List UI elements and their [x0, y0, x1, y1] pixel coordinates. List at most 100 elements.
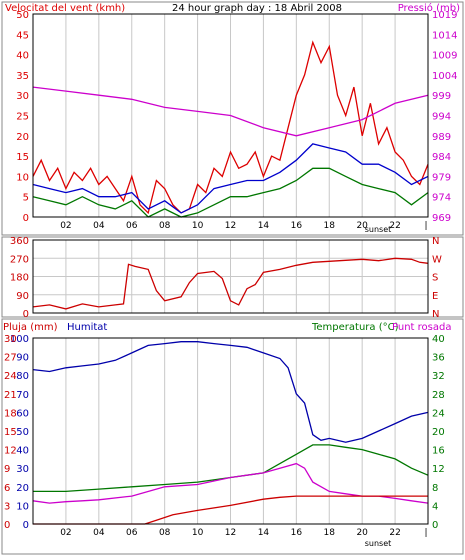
right-tick-label: 969 — [432, 213, 451, 224]
x-tick-label: 18 — [324, 221, 336, 231]
rain-tick-label: 27 — [4, 353, 17, 364]
right-tick-label: 1019 — [432, 10, 457, 21]
left-tick-label: 100 — [10, 334, 29, 345]
x-tick-label: 16 — [291, 221, 303, 231]
x-tick-label: 18 — [324, 528, 336, 538]
left-tick-label: 5 — [23, 193, 29, 204]
series-line-humidity — [32, 341, 429, 443]
right-tick-label: 989 — [432, 132, 451, 143]
x-tick-label: 02 — [60, 528, 71, 538]
right-tick-label: 32 — [432, 371, 445, 382]
right-tick-label: 0 — [432, 520, 438, 531]
panel-direction-series — [32, 257, 429, 310]
left-tick-label: 15 — [16, 152, 29, 163]
left-tick-label: 45 — [16, 30, 29, 41]
left-tick-label: 0 — [23, 520, 29, 531]
x-tick-label: 04 — [93, 221, 105, 231]
panel-rain-series — [32, 341, 429, 525]
left-tick-label: 50 — [16, 10, 29, 21]
panel-rain-ticks: 02 04 06 08 10 12 14 16 18 20 22 |01020304050607080… — [4, 334, 445, 538]
x-tick-label: 14 — [258, 528, 270, 538]
right-tick-label: 974 — [432, 193, 451, 204]
right-tick-label: 994 — [432, 112, 451, 123]
left-tick-label: 35 — [16, 71, 29, 82]
rain-tick-label: 21 — [4, 390, 17, 401]
right-tick-label: 12 — [432, 464, 445, 475]
x-tick-label: 10 — [192, 528, 204, 538]
x-tick-label: 08 — [159, 221, 171, 231]
rain-tick-label: 15 — [4, 427, 17, 438]
panel-wind-series — [32, 40, 429, 218]
rain-tick-label: 6 — [4, 483, 10, 494]
x-tick-label: 20 — [356, 221, 368, 231]
series-line-average — [32, 143, 429, 214]
right-tick-label: 979 — [432, 172, 451, 183]
series-line-direction — [32, 257, 429, 310]
right-tick-label: 984 — [432, 152, 451, 163]
humidity-axis-label: Humitat — [67, 322, 107, 333]
left-tick-label: 90 — [16, 291, 29, 302]
x-tick-label: 04 — [93, 528, 105, 538]
right-tick-label: W — [432, 254, 442, 265]
panel-wind-ticks: 02 04 06 08 10 12 14 16 18 20 22 | 0 5 10 15 20 25 30 35 40 4… — [16, 10, 457, 231]
panel-rain-plot-border — [32, 337, 429, 525]
panel-rain-grid — [65, 338, 396, 524]
panel-wind-frame — [1, 1, 464, 236]
sunset-label-bottom: sunset — [365, 539, 392, 548]
panel-rain-frame — [1, 318, 464, 555]
x-tick-label: 10 — [192, 221, 204, 231]
right-tick-label: S — [432, 273, 438, 284]
right-tick-label: 40 — [432, 334, 445, 345]
right-tick-label: 4 — [432, 501, 438, 512]
graph-title: 24 hour graph day : 18 Abril 2008 — [172, 3, 342, 14]
rain-tick-label: 3 — [4, 501, 10, 512]
x-tick-label: | — [424, 221, 427, 231]
x-tick-label: 12 — [225, 528, 236, 538]
wind-axis-label: Velocitat del vent (kmh) — [5, 3, 125, 14]
right-tick-label: 8 — [432, 483, 438, 494]
left-tick-label: 40 — [16, 446, 29, 457]
left-tick-label: 30 — [16, 464, 29, 475]
left-tick-label: 10 — [16, 501, 29, 512]
left-tick-label: 180 — [10, 273, 29, 284]
right-tick-label: N — [432, 309, 439, 320]
rain-tick-label: 30 — [4, 334, 17, 345]
panel-wind-plot-border — [32, 13, 429, 218]
rain-tick-label: 9 — [4, 464, 10, 475]
panel-direction-plot-border — [32, 239, 429, 314]
rain-tick-label: 24 — [4, 371, 17, 382]
series-line-temperature — [33, 444, 429, 493]
left-tick-label: 80 — [16, 371, 29, 382]
temperature-axis-label: Temperatura (°C) — [311, 322, 399, 333]
left-tick-label: 25 — [16, 112, 29, 123]
right-tick-label: 20 — [432, 427, 445, 438]
left-tick-label: 0 — [23, 213, 29, 224]
left-tick-label: 60 — [16, 408, 29, 419]
left-tick-label: 30 — [16, 91, 29, 102]
left-tick-label: 40 — [16, 51, 29, 62]
left-tick-label: 270 — [10, 254, 29, 265]
x-tick-label: 16 — [291, 528, 303, 538]
right-tick-label: N — [432, 236, 439, 247]
right-tick-label: E — [432, 291, 438, 302]
series-line-pressure — [32, 86, 429, 137]
x-tick-label: 22 — [389, 528, 400, 538]
x-tick-label: | — [424, 528, 427, 538]
right-tick-label: 24 — [432, 408, 445, 419]
rain-tick-label: 0 — [4, 520, 10, 531]
left-tick-label: 90 — [16, 353, 29, 364]
left-tick-label: 0 — [23, 309, 29, 320]
pressure-axis-label: Pressió (mb) — [398, 2, 460, 14]
left-tick-label: 10 — [16, 172, 29, 183]
right-tick-label: 16 — [432, 446, 445, 457]
right-tick-label: 36 — [432, 353, 445, 364]
sunset-label-top: sunset — [365, 225, 392, 234]
x-tick-label: 08 — [159, 528, 171, 538]
x-tick-label: 06 — [126, 221, 138, 231]
series-line-gust — [32, 40, 429, 215]
left-tick-label: 50 — [16, 427, 29, 438]
right-tick-label: 1009 — [432, 51, 457, 62]
x-tick-label: 06 — [126, 528, 138, 538]
